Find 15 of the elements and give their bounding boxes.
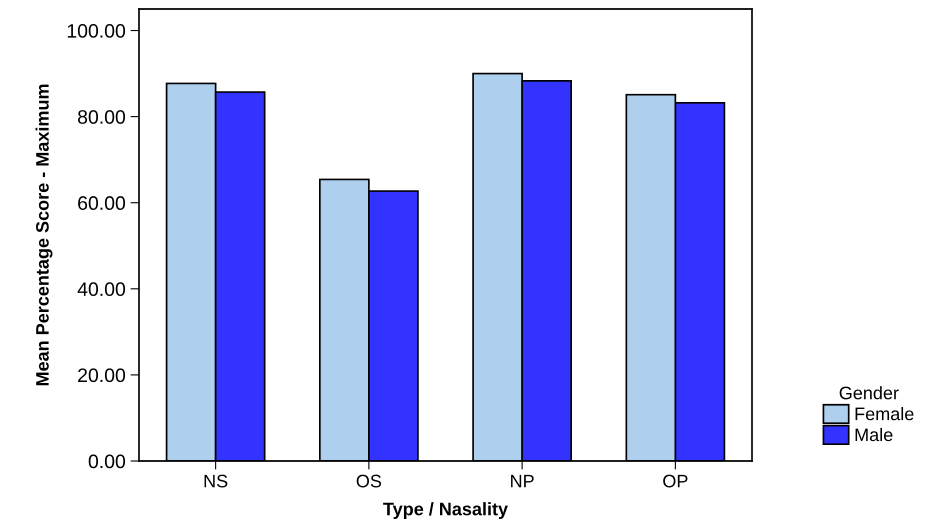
x-tick-label: NP — [511, 474, 534, 488]
y-axis-title: Mean Percentage Score - Maximum — [36, 84, 52, 386]
y-tick-label: 40.00 — [78, 282, 126, 296]
y-tick-label: 20.00 — [78, 368, 126, 382]
y-tick-label: 100.00 — [68, 24, 126, 38]
x-axis-title: Type / Nasality — [383, 502, 508, 519]
x-tick-label: OS — [356, 474, 382, 488]
y-tick-label: 80.00 — [78, 110, 126, 124]
legend-label: Female — [856, 407, 914, 420]
legend-label: Male — [856, 428, 892, 442]
x-tick-label: NS — [204, 474, 228, 488]
y-tick-label: 0.00 — [88, 454, 126, 468]
x-tick-label: OP — [663, 474, 688, 488]
legend-title: Gender — [840, 386, 899, 400]
y-tick-label: 60.00 — [78, 196, 126, 210]
